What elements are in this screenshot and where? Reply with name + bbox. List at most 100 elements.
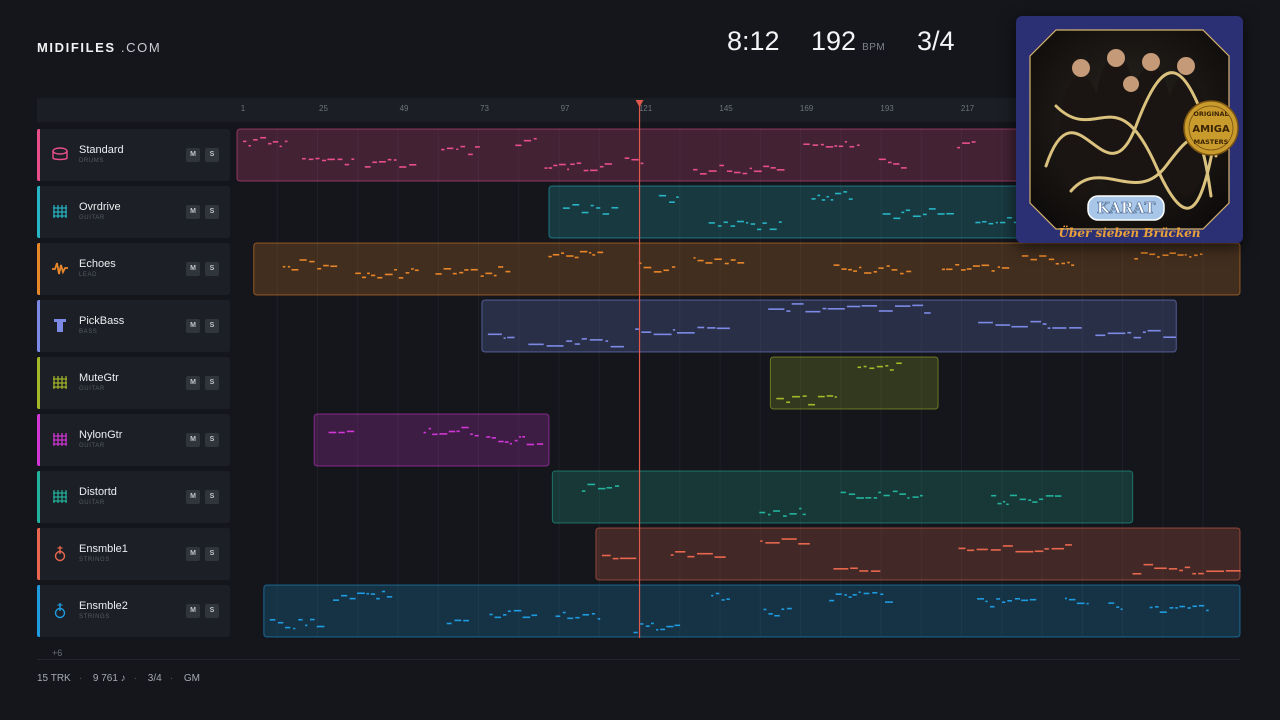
ruler-tick: 217 <box>960 104 975 113</box>
album-cover-art: KARAT ORIGINAL AMIGA MASTERS <box>1016 16 1243 243</box>
guitar-grid-icon <box>51 487 69 505</box>
mute-button[interactable]: M <box>186 433 200 447</box>
mute-button[interactable]: M <box>186 490 200 504</box>
note-count: 9 761 ♪ <box>92 673 126 684</box>
ruler-tick: 49 <box>399 104 409 113</box>
solo-button[interactable]: S <box>205 262 219 276</box>
midi-region[interactable] <box>263 584 1241 638</box>
track-color-bar <box>37 357 40 409</box>
track-instrument-type: DRUMS <box>79 158 104 164</box>
seal-line-3: MASTERS <box>1194 138 1229 146</box>
track-color-bar <box>37 528 40 580</box>
track-header-pickbass[interactable]: PickBass BASS M S <box>37 300 230 352</box>
seal-line-1: ORIGINAL <box>1193 110 1228 118</box>
midi-region[interactable] <box>253 242 1241 296</box>
track-instrument-type: LEAD <box>79 272 98 278</box>
track-name: Distortd <box>79 486 117 498</box>
ruler-tick: 25 <box>319 104 328 113</box>
solo-button[interactable]: S <box>205 205 219 219</box>
track-color-bar <box>37 414 40 466</box>
violin-icon <box>51 601 69 619</box>
track-color-bar <box>37 129 40 181</box>
track-header-mutegtr[interactable]: MuteGtr GUITAR M S <box>37 357 230 409</box>
album-title: Über sieben Brücken <box>1058 226 1201 240</box>
track-name: Standard <box>79 144 124 156</box>
footer-meter: 3/4 <box>147 673 162 684</box>
guitar-grid-icon <box>51 202 69 220</box>
track-name: Ovrdrive <box>79 201 121 213</box>
track-header-ensmble2[interactable]: Ensmble2 STRINGS M S <box>37 585 230 637</box>
track-instrument-type: GUITAR <box>79 386 105 392</box>
track-name: MuteGtr <box>79 372 119 384</box>
track-name: PickBass <box>79 315 125 327</box>
ruler-tick: 121 <box>638 104 653 113</box>
solo-button[interactable]: S <box>205 376 219 390</box>
solo-button[interactable]: S <box>205 319 219 333</box>
time-signature-value: 3/4 <box>917 26 955 56</box>
track-count: 15 TRK <box>37 673 71 684</box>
song-duration: 8:12 <box>727 26 780 57</box>
solo-button[interactable]: S <box>205 604 219 618</box>
track-name: NylonGtr <box>79 429 123 441</box>
track-header-distortd[interactable]: Distortd GUITAR M S <box>37 471 230 523</box>
seal-line-2: AMIGA <box>1192 124 1230 135</box>
track-header-nylongtr[interactable]: NylonGtr GUITAR M S <box>37 414 230 466</box>
midi-region[interactable] <box>769 356 939 410</box>
mute-button[interactable]: M <box>186 262 200 276</box>
mute-button[interactable]: M <box>186 148 200 162</box>
note-cluster <box>328 426 544 446</box>
track-name: Ensmble2 <box>79 600 128 612</box>
mute-button[interactable]: M <box>186 547 200 561</box>
ruler-tick: 193 <box>880 104 894 113</box>
solo-button[interactable]: S <box>205 547 219 561</box>
solo-button[interactable]: S <box>205 433 219 447</box>
track-instrument-type: GUITAR <box>79 500 105 506</box>
duration-value: 8:12 <box>727 26 780 56</box>
solo-button[interactable]: S <box>205 490 219 504</box>
band-logo: KARAT <box>1097 199 1156 217</box>
midi-region[interactable] <box>481 299 1177 353</box>
note-cluster <box>776 362 902 406</box>
track-header-echoes[interactable]: Echoes LEAD M S <box>37 243 230 295</box>
track-color-bar <box>37 300 40 352</box>
midi-region[interactable] <box>313 413 550 467</box>
brand-logo[interactable]: MIDIFILES .COM <box>37 40 161 55</box>
more-tracks-link[interactable]: +6 <box>52 648 63 658</box>
brand-name: MIDIFILES <box>37 40 116 55</box>
track-instrument-type: BASS <box>79 329 98 335</box>
footer-divider <box>37 659 1240 660</box>
mute-button[interactable]: M <box>186 205 200 219</box>
solo-button[interactable]: S <box>205 148 219 162</box>
guitar-grid-icon <box>51 373 69 391</box>
mute-button[interactable]: M <box>186 319 200 333</box>
track-instrument-type: STRINGS <box>79 557 110 563</box>
tempo-value: 192 <box>811 26 857 56</box>
ruler-tick: 145 <box>719 104 733 113</box>
track-header-standard[interactable]: Standard DRUMS M S <box>37 129 230 181</box>
mute-button[interactable]: M <box>186 604 200 618</box>
wave-icon <box>51 259 69 277</box>
brand-domain: .COM <box>120 40 162 55</box>
footer-summary: 15 TRK · 9 761 ♪ · 3/4 · GM <box>37 673 200 684</box>
playhead-marker[interactable] <box>635 100 644 107</box>
note-cluster <box>269 590 1209 634</box>
note-cluster <box>581 483 1062 517</box>
track-header-ovrdrive[interactable]: Ovrdrive GUITAR M S <box>37 186 230 238</box>
track-name: Echoes <box>79 258 116 270</box>
midi-region[interactable] <box>595 527 1241 581</box>
track-name: Ensmble1 <box>79 543 128 555</box>
track-color-bar <box>37 471 40 523</box>
ruler-tick: 97 <box>560 104 570 113</box>
tempo-display: 192 BPM <box>811 26 885 57</box>
album-cover: KARAT ORIGINAL AMIGA MASTERS Über sieben… <box>1016 16 1243 243</box>
note-cluster <box>487 303 1176 348</box>
mute-button[interactable]: M <box>186 376 200 390</box>
tempo-unit: BPM <box>862 42 886 53</box>
bass-icon <box>51 316 69 334</box>
track-color-bar <box>37 243 40 295</box>
midi-region[interactable] <box>551 470 1134 524</box>
guitar-grid-icon <box>51 430 69 448</box>
track-color-bar <box>37 585 40 637</box>
track-header-ensmble1[interactable]: Ensmble1 STRINGS M S <box>37 528 230 580</box>
